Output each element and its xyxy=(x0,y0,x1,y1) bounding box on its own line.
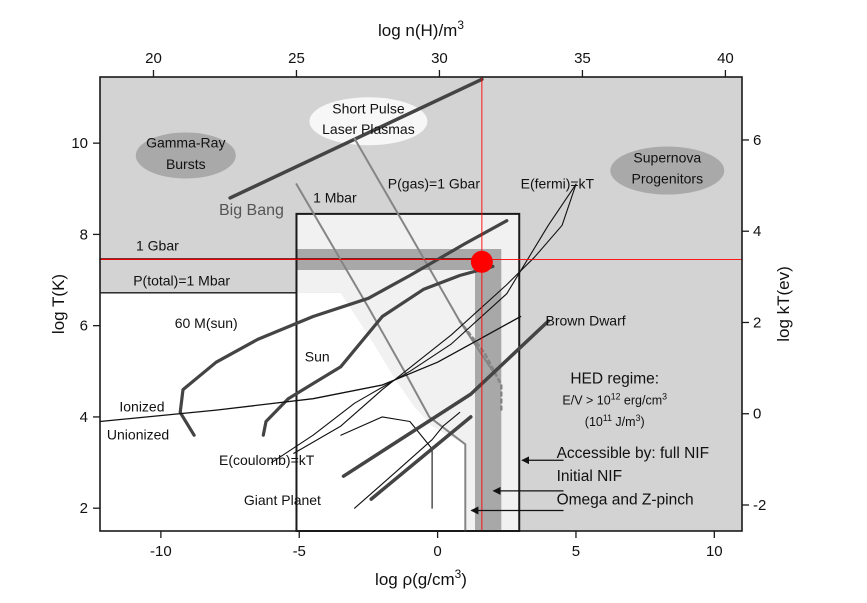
label-hed-jm: (1011 J/m3) xyxy=(585,413,645,429)
curve-giant-planet-dome xyxy=(340,416,433,509)
curve-unionized-boundary xyxy=(99,315,522,423)
x-axis-title: log ρ(g/cm3) xyxy=(375,567,467,589)
label-gamma-ray-2: Bursts xyxy=(166,156,206,172)
y-tick-label: 2 xyxy=(80,500,88,517)
curve-p-gas-1-gbar xyxy=(353,137,494,373)
label-1-mbar: 1 Mbar xyxy=(313,189,357,205)
x-tick-label: 0 xyxy=(433,543,441,560)
x-tick-label: -5 xyxy=(293,543,306,560)
supernova-ellipse xyxy=(610,146,725,195)
right-tick-label: 6 xyxy=(753,132,761,149)
label-initial-nif: Initial NIF xyxy=(557,468,622,485)
curve-brown-dwarf-lower xyxy=(369,415,473,501)
curve-sun xyxy=(261,264,495,437)
label-accessible-full-nif: Accessible by: full NIF xyxy=(557,445,709,462)
label-brown-dwarf: Brown Dwarf xyxy=(546,313,626,329)
label-big-bang: Big Bang xyxy=(219,202,284,219)
top-tick-label: 40 xyxy=(717,50,734,67)
label-hed-title: HED regime: xyxy=(570,371,659,388)
label-e-fermi: E(fermi)=kT xyxy=(521,175,595,191)
y-tick-label: 10 xyxy=(71,135,88,152)
y-tick-label: 8 xyxy=(80,226,88,243)
label-supernova-2: Progenitors xyxy=(631,170,703,186)
curve-e-fermi-kt xyxy=(293,183,577,454)
label-supernova-1: Supernova xyxy=(633,149,701,165)
label-omega-zpinch: Omega and Z-pinch xyxy=(557,492,694,509)
curve-e-coulomb-kt xyxy=(271,183,577,464)
top-tick-label: 20 xyxy=(145,50,162,67)
label-sun: Sun xyxy=(305,348,330,364)
label-short-pulse-1: Short Pulse xyxy=(332,101,405,117)
label-60-m-sun: 60 M(sun) xyxy=(175,315,238,331)
x-tick-label: -10 xyxy=(150,543,172,560)
x-tick-label: 10 xyxy=(706,543,723,560)
initial-nif-band xyxy=(296,249,502,531)
label-unionized: Unionized xyxy=(107,427,169,443)
right-tick-label: 2 xyxy=(753,314,761,331)
right-tick-label: -2 xyxy=(753,497,766,514)
label-p-total: P(total)=1 Mbar xyxy=(133,273,230,289)
curve-p-gas-1-gbar-dotted xyxy=(458,319,503,414)
label-hed-ev: E/V > 1012 erg/cm3 xyxy=(562,392,667,408)
label-e-coulomb: E(coulomb)=kT xyxy=(219,452,315,468)
curve-giant-planet xyxy=(354,411,461,509)
top-tick-label: 35 xyxy=(574,50,591,67)
label-giant-planet: Giant Planet xyxy=(244,492,321,508)
y-tick-label: 6 xyxy=(80,318,88,335)
top-tick-label: 25 xyxy=(288,50,305,67)
plot-frame xyxy=(99,76,743,532)
curve-big-bang xyxy=(228,77,484,200)
top-tick-label: 30 xyxy=(431,50,448,67)
label-ionized: Ionized xyxy=(119,398,164,414)
low-energy-region xyxy=(100,292,466,531)
top-axis-title: log n(H)/m3 xyxy=(378,18,464,40)
label-gamma-ray-1: Gamma-Ray xyxy=(146,135,225,151)
label-p-gas: P(gas)=1 Gbar xyxy=(388,175,481,191)
right-tick-label: 0 xyxy=(753,406,761,423)
y-axis-title: log T(K) xyxy=(49,274,68,334)
y-tick-label: 4 xyxy=(80,409,88,426)
curve-brown-dwarf xyxy=(341,319,551,478)
gamma-ray-ellipse xyxy=(135,132,236,179)
x-tick-label: 5 xyxy=(572,543,580,560)
label-1-gbar: 1 Gbar xyxy=(136,237,179,253)
right-axis-title: log kT(ev) xyxy=(774,266,793,342)
label-short-pulse-2: Laser Plasmas xyxy=(322,121,415,137)
curve-1-mbar xyxy=(295,183,467,532)
short-pulse-ellipse xyxy=(309,97,428,146)
reference-point xyxy=(470,250,493,273)
right-tick-label: 4 xyxy=(753,223,761,240)
